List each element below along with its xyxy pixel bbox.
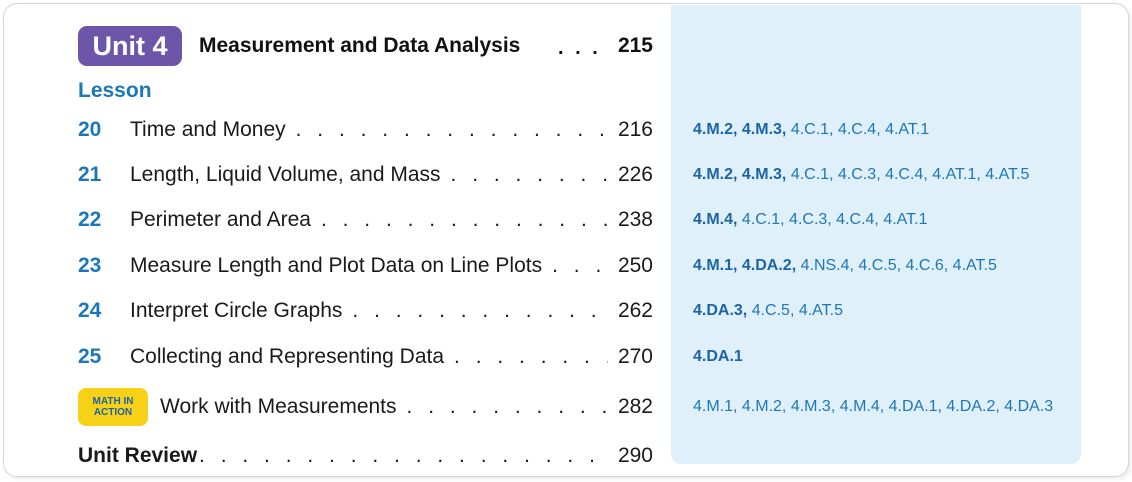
leader-dots: . . . . . . . . . . . . . . . . . . . . …	[454, 345, 608, 368]
math-in-action-page[interactable]: 282	[617, 395, 653, 418]
math-in-action-badge-line1: MATH IN	[92, 396, 134, 407]
lesson-title[interactable]: Length, Liquid Volume, and Mass	[130, 163, 441, 186]
lesson-standards-primary: 4.M.2, 4.M.3,	[693, 166, 787, 183]
unit-header: Unit 4 Measurement and Data Analysis . .…	[78, 26, 653, 66]
unit-review-page[interactable]: 290	[617, 444, 653, 467]
lesson-standards-primary: 4.DA.1	[693, 348, 743, 365]
unit-leader-dots: . . .	[558, 37, 601, 59]
unit-title[interactable]: Measurement and Data Analysis	[199, 34, 521, 57]
leader-dots: . . . . . . . . . . . . . . . . . . . . …	[352, 299, 608, 322]
leader-dots: . . . . . . . . . . . . . . . . . . . . …	[450, 163, 608, 186]
math-in-action-row[interactable]: MATH IN ACTION Work with Measurements . …	[78, 388, 653, 426]
lesson-standards: 4.M.1, 4.DA.2, 4.NS.4, 4.C.5, 4.C.6, 4.A…	[693, 251, 997, 281]
lesson-number: 21	[78, 163, 102, 186]
lesson-standards: 4.M.2, 4.M.3, 4.C.1, 4.C.3, 4.C.4, 4.AT.…	[693, 160, 1029, 190]
leader-dots: . . . . . . . . . . . . . . . . . . . . …	[295, 118, 608, 141]
leader-dots: . . . . . . . . . . . . . . . . . . . . …	[199, 444, 608, 467]
unit-page-number[interactable]: 215	[617, 34, 653, 57]
standards-panel	[671, 5, 1081, 464]
lesson-row[interactable]: 23 Measure Length and Plot Data on Line P…	[78, 251, 653, 281]
unit-review-title[interactable]: Unit Review	[78, 444, 198, 467]
lesson-title[interactable]: Collecting and Representing Data	[130, 345, 445, 368]
leader-dots: . . . . . . . . . . . . . . . . . . . . …	[552, 254, 608, 277]
lesson-row[interactable]: 22 Perimeter and Area . . . . . . . . . . …	[78, 205, 653, 235]
lesson-standards-secondary: 4.C.1, 4.C.3, 4.C.4, 4.AT.1	[737, 211, 928, 228]
lesson-row[interactable]: 21 Length, Liquid Volume, and Mass . . . .…	[78, 160, 653, 190]
math-in-action-title[interactable]: Work with Measurements	[160, 395, 397, 418]
lesson-page-number[interactable]: 262	[617, 299, 653, 322]
lesson-number: 25	[78, 345, 102, 368]
lesson-title[interactable]: Measure Length and Plot Data on Line Plo…	[130, 254, 543, 277]
lesson-row[interactable]: 20 Time and Money . . . . . . . . . . . . …	[78, 115, 653, 145]
lesson-number: 22	[78, 208, 102, 231]
lesson-standards-primary: 4.DA.3,	[693, 302, 748, 319]
lesson-number: 23	[78, 254, 102, 277]
lesson-page-number[interactable]: 270	[617, 345, 653, 368]
lesson-standards-secondary: 4.C.1, 4.C.4, 4.AT.1	[786, 121, 930, 138]
math-in-action-standards: 4.M.1, 4.M.2, 4.M.3, 4.M.4, 4.DA.1, 4.DA…	[693, 398, 1054, 415]
lesson-row[interactable]: 25 Collecting and Representing Data . . . …	[78, 342, 653, 372]
lesson-standards: 4.M.2, 4.M.3, 4.C.1, 4.C.4, 4.AT.1	[693, 115, 929, 145]
lesson-standards-primary: 4.M.1, 4.DA.2,	[693, 257, 797, 274]
lesson-standards-primary: 4.M.2, 4.M.3,	[693, 121, 787, 138]
lesson-standards-secondary: 4.C.5, 4.AT.5	[747, 302, 843, 319]
lesson-title[interactable]: Perimeter and Area	[130, 208, 311, 231]
lesson-title[interactable]: Time and Money	[130, 118, 286, 141]
lesson-column-heading: Lesson	[78, 79, 152, 102]
lesson-page-number[interactable]: 238	[617, 208, 653, 231]
lesson-number: 24	[78, 299, 102, 322]
lesson-standards-secondary: 4.NS.4, 4.C.5, 4.C.6, 4.AT.5	[796, 257, 997, 274]
lesson-standards: 4.M.4, 4.C.1, 4.C.3, 4.C.4, 4.AT.1	[693, 205, 927, 235]
lesson-page-number[interactable]: 226	[617, 163, 653, 186]
unit-badge: Unit 4	[78, 26, 182, 66]
lesson-standards-secondary: 4.C.1, 4.C.3, 4.C.4, 4.AT.1, 4.AT.5	[786, 166, 1030, 183]
lesson-number: 20	[78, 118, 102, 141]
lesson-standards-primary: 4.M.4,	[693, 211, 738, 228]
lesson-page-number[interactable]: 250	[617, 254, 653, 277]
lesson-standards: 4.DA.3, 4.C.5, 4.AT.5	[693, 296, 843, 326]
lesson-title[interactable]: Interpret Circle Graphs	[130, 299, 343, 322]
unit-review-row[interactable]: Unit Review . . . . . . . . . . . . . . …	[78, 441, 653, 471]
math-in-action-badge-line2: ACTION	[93, 407, 133, 418]
lesson-page-number[interactable]: 216	[617, 118, 653, 141]
lesson-standards: 4.DA.1	[693, 342, 743, 372]
math-in-action-badge: MATH IN ACTION	[78, 388, 148, 426]
lesson-row[interactable]: 24 Interpret Circle Graphs . . . . . . . .…	[78, 296, 653, 326]
leader-dots: . . . . . . . . . . . . . . . . . . . . …	[320, 208, 608, 231]
leader-dots: . . . . . . . . . . . . . . . . . . . . …	[406, 395, 608, 418]
